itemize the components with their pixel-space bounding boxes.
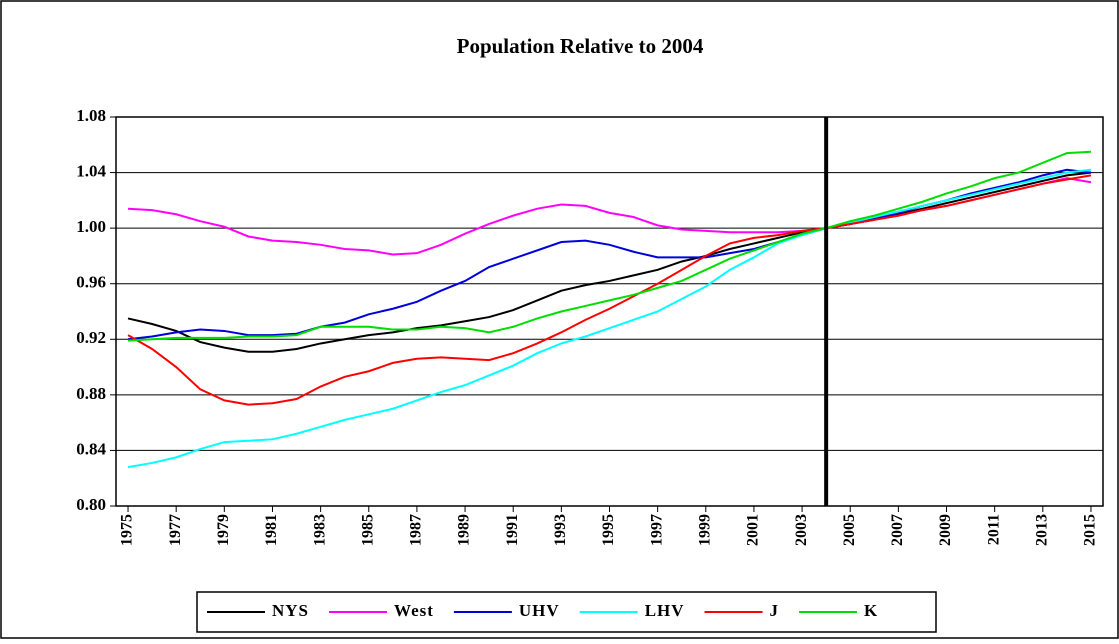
- x-tick-label: 1987: [408, 514, 425, 546]
- legend-label: J: [770, 601, 780, 620]
- legend-label: LHV: [645, 601, 685, 620]
- x-tick-label: 2015: [1082, 514, 1099, 546]
- legend-label: West: [394, 601, 434, 620]
- x-tick-label: 2001: [745, 514, 762, 546]
- series-line: [127, 150, 1092, 342]
- y-tick-label: 0.96: [76, 273, 106, 292]
- x-tick-label: 2005: [841, 514, 858, 546]
- legend-label: K: [864, 601, 878, 620]
- x-tick-label: 1975: [119, 514, 136, 546]
- x-tick-label: 1995: [600, 514, 617, 546]
- y-tick-label: 1.04: [76, 161, 106, 180]
- x-tick-label: 2003: [793, 514, 810, 546]
- chart-title: Population Relative to 2004: [457, 34, 704, 58]
- y-tick-label: 0.92: [76, 328, 106, 347]
- series-line: [127, 174, 1092, 406]
- series-line: [127, 168, 1092, 469]
- x-tick-label: 1997: [648, 514, 665, 546]
- x-tick-label: 2011: [985, 514, 1002, 545]
- x-tick-label: 1983: [311, 514, 328, 546]
- x-tick-label: 1981: [263, 514, 280, 546]
- x-tick-label: 2013: [1033, 514, 1050, 546]
- y-tick-label: 1.08: [76, 106, 106, 125]
- x-tick-label: 1989: [456, 514, 473, 546]
- y-tick-label: 0.80: [76, 495, 106, 514]
- x-tick-label: 2009: [937, 514, 954, 546]
- x-tick-label: 1985: [359, 514, 376, 546]
- series-line: [127, 171, 1092, 353]
- legend-label: NYS: [272, 601, 309, 620]
- y-tick-label: 1.00: [76, 217, 106, 236]
- legend-label: UHV: [519, 601, 560, 620]
- x-tick-label: 2007: [889, 514, 906, 546]
- x-tick-label: 1999: [696, 514, 713, 546]
- x-tick-label: 1991: [504, 514, 521, 546]
- x-tick-label: 1993: [552, 514, 569, 546]
- y-tick-label: 0.88: [76, 384, 106, 403]
- y-tick-label: 0.84: [76, 439, 106, 458]
- x-tick-label: 1979: [215, 514, 232, 546]
- x-tick-label: 1977: [167, 514, 184, 546]
